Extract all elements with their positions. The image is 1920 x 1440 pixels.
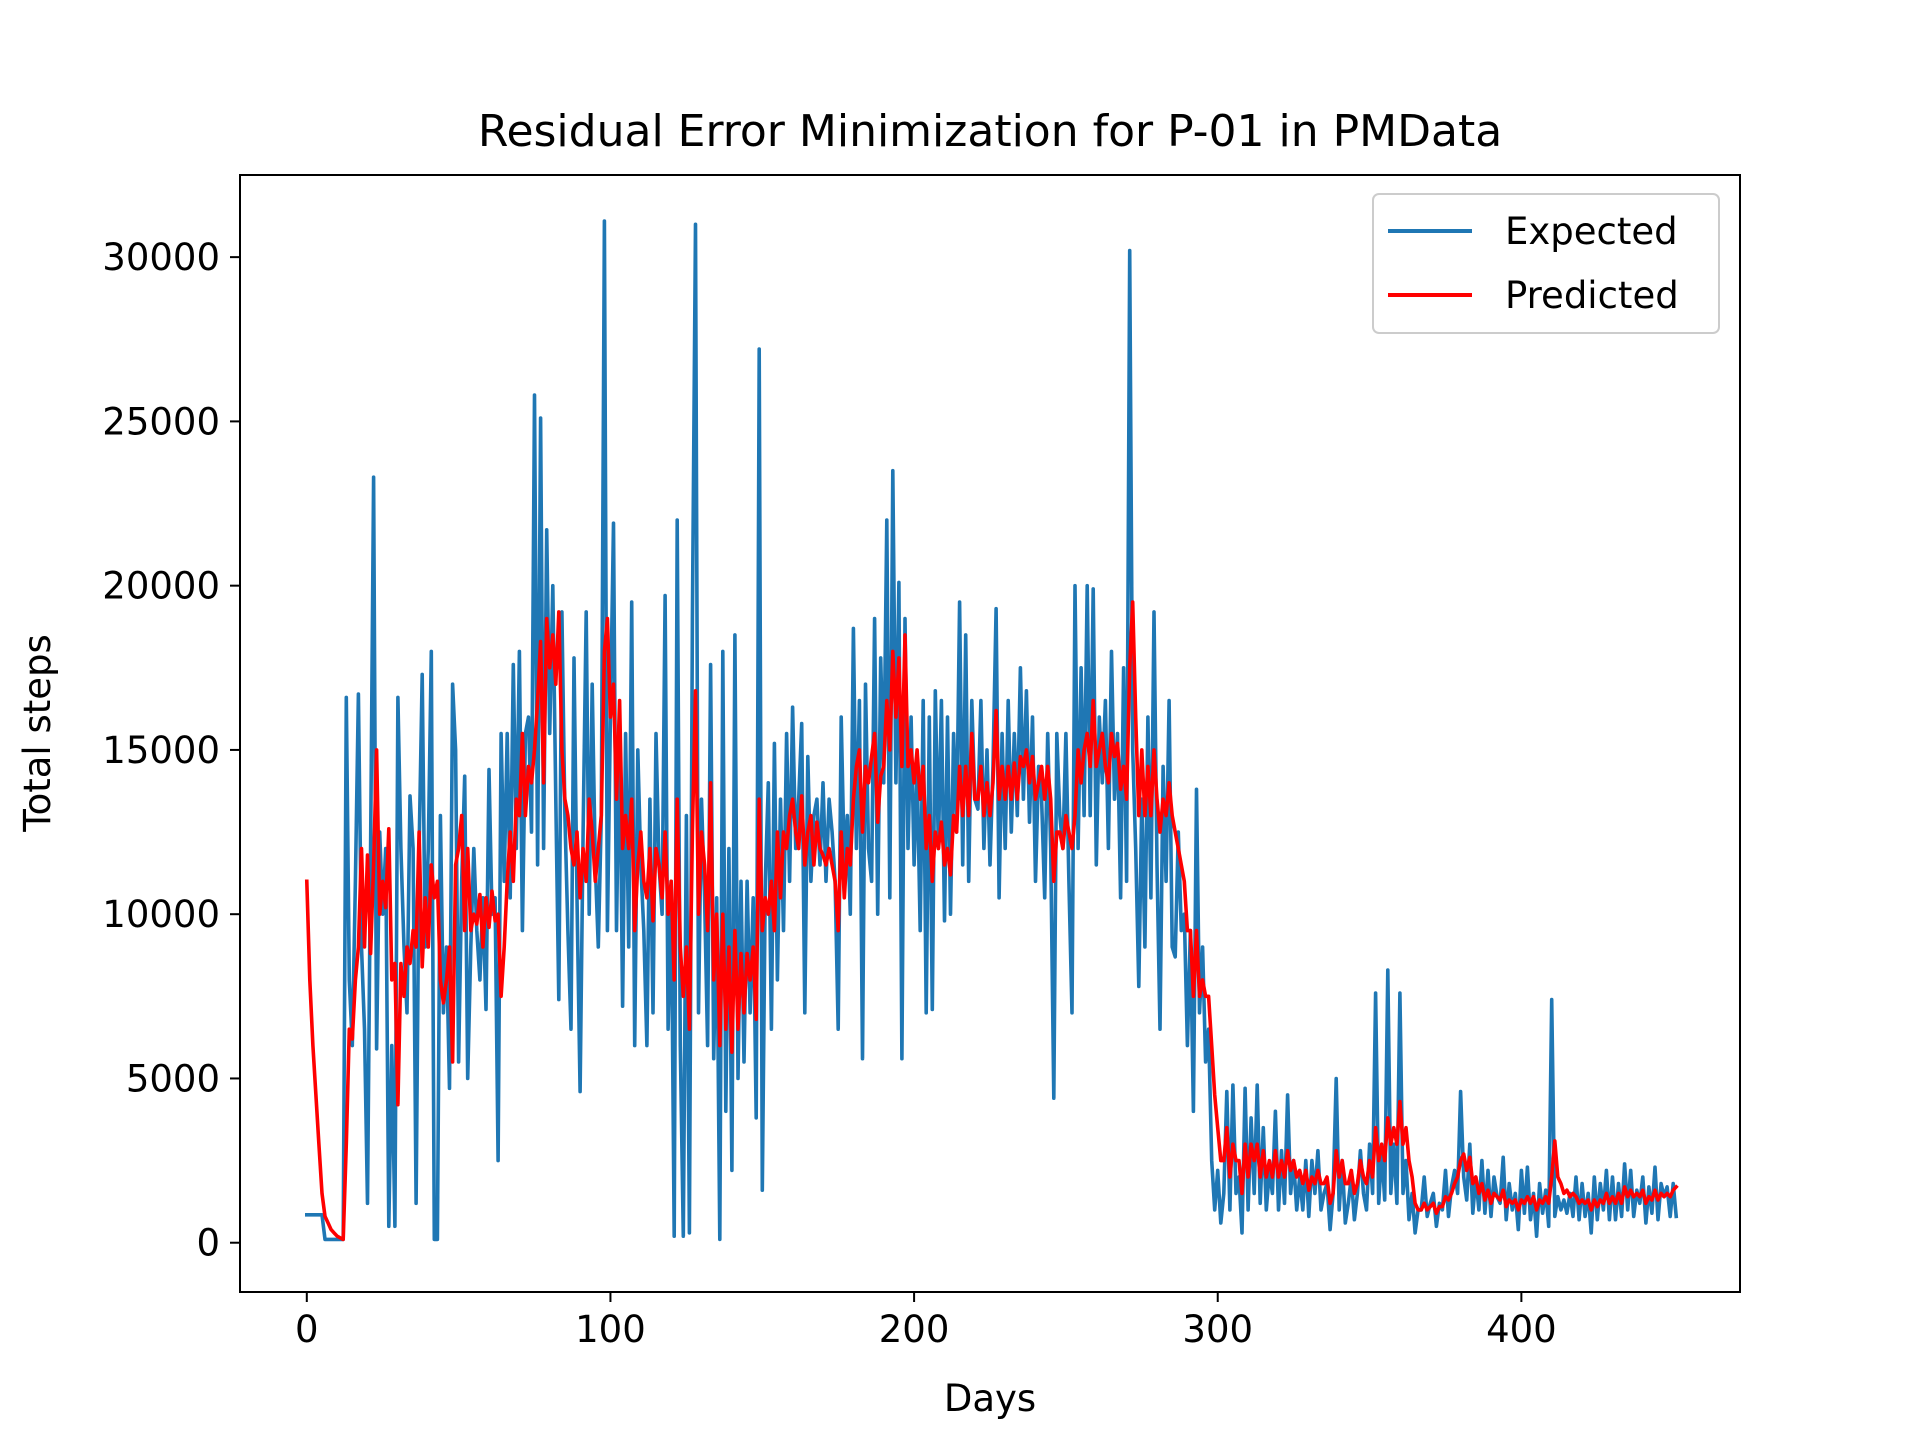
series-line-expected bbox=[305, 219, 1679, 1242]
x-tick-label: 300 bbox=[1182, 1308, 1253, 1351]
y-tick-label: 25000 bbox=[102, 400, 220, 443]
x-tick-label: 400 bbox=[1486, 1308, 1557, 1351]
series-line-predicted bbox=[304, 600, 1679, 1242]
legend: Expected Predicted bbox=[1372, 193, 1720, 334]
legend-label-expected: Expected bbox=[1505, 210, 1678, 253]
x-tick-label: 200 bbox=[879, 1308, 950, 1351]
x-tick-label: 100 bbox=[575, 1308, 646, 1351]
plot-frame bbox=[239, 174, 1741, 1293]
y-tick-label: 20000 bbox=[102, 565, 220, 608]
legend-label-predicted: Predicted bbox=[1505, 274, 1679, 317]
y-tick-label: 5000 bbox=[126, 1057, 220, 1100]
x-axis: 0 100 200 300 400 bbox=[295, 1292, 1557, 1351]
y-tick-label: 10000 bbox=[102, 893, 220, 936]
legend-box bbox=[1372, 193, 1720, 334]
y-tick-label: 15000 bbox=[102, 729, 220, 772]
x-axis-label: Days bbox=[944, 1377, 1036, 1420]
y-tick-label: 30000 bbox=[102, 236, 220, 279]
series-layer bbox=[304, 219, 1679, 1242]
x-tick-label: 0 bbox=[295, 1308, 319, 1351]
chart-title: Residual Error Minimization for P-01 in … bbox=[478, 106, 1502, 157]
y-axis-label: Total steps bbox=[16, 634, 59, 832]
y-tick-label: 0 bbox=[196, 1222, 220, 1265]
y-axis: 0 5000 10000 15000 20000 25000 30000 bbox=[102, 236, 240, 1265]
